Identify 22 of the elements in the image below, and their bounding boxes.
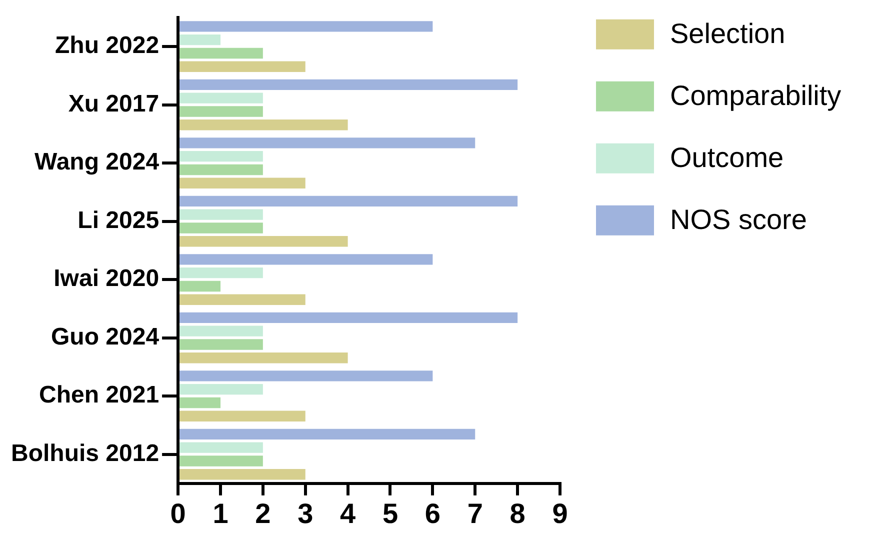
legend-label: Comparability	[670, 80, 842, 112]
legend-label: Selection	[670, 18, 786, 50]
y-tick-label: Li 2025	[78, 206, 160, 234]
y-tick-label: Xu 2017	[68, 90, 160, 118]
x-tick-label: 8	[510, 498, 526, 529]
legend-label: NOS score	[670, 204, 807, 236]
x-tick-label: 2	[255, 498, 271, 529]
y-tick-label: Bolhuis 2012	[10, 440, 160, 467]
x-tick-label: 1	[212, 498, 228, 529]
x-tick-label: 5	[382, 498, 398, 529]
y-tick-label: Wang 2024	[34, 148, 160, 176]
y-tick-label: Iwai 2020	[54, 265, 160, 292]
x-tick-label: 9	[552, 498, 568, 529]
x-tick-label: 3	[298, 498, 314, 529]
legend-label: Outcome	[670, 142, 784, 174]
y-tick-label: Guo 2024	[51, 323, 160, 350]
x-tick-label: 4	[340, 498, 356, 529]
x-tick-label: 0	[170, 498, 186, 529]
x-tick-label: 7	[467, 498, 483, 529]
y-tick-label: Zhu 2022	[55, 32, 160, 60]
x-tick-label: 6	[424, 498, 440, 529]
y-tick-label: Chen 2021	[38, 382, 160, 409]
